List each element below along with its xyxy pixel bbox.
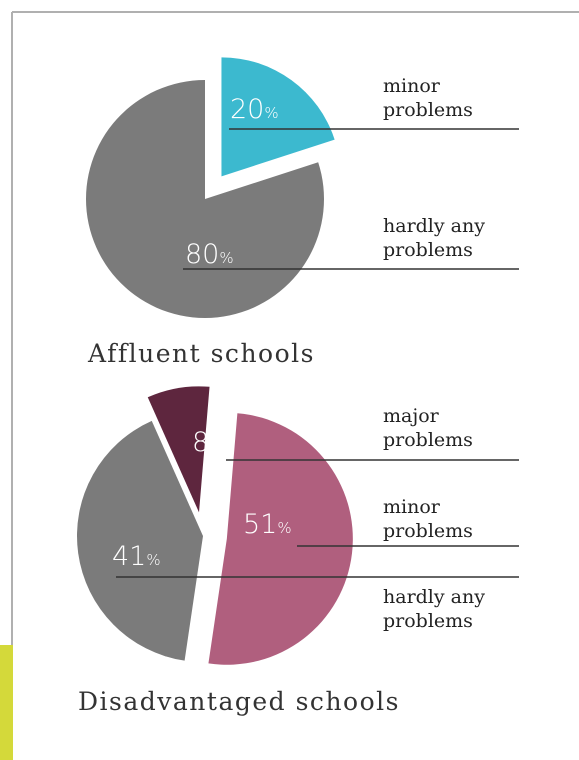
pie-slice-hardly-any-problems — [77, 420, 203, 661]
legend-label: hardly any problems — [383, 586, 485, 632]
data-label: 20% — [230, 94, 279, 125]
pie-slice-minor-problems — [208, 413, 353, 665]
pie-slice-hardly-any-problems — [86, 79, 325, 318]
legend-label: minor problems — [383, 75, 473, 121]
legend-label: major problems — [383, 405, 473, 451]
chart-title: Disadvantaged schools — [78, 687, 400, 716]
legend-label: minor problems — [383, 496, 473, 542]
data-label: 8% — [192, 427, 223, 458]
accent-bar — [0, 645, 13, 760]
legend-label: hardly any problems — [383, 215, 485, 261]
pie-slice-minor-problems — [221, 57, 335, 177]
data-label: 51% — [243, 509, 292, 540]
pie-chart-1: 20% minor problems 80% hardly any problems Aff… — [86, 57, 519, 368]
pie-chart-2: 8% major problems 51% minor problems 41% hardly… — [77, 386, 519, 716]
data-label: 80% — [185, 239, 234, 270]
chart-title: Affluent schools — [87, 339, 315, 368]
data-label: 41% — [112, 541, 161, 572]
pie-slice-major-problems — [147, 386, 210, 513]
